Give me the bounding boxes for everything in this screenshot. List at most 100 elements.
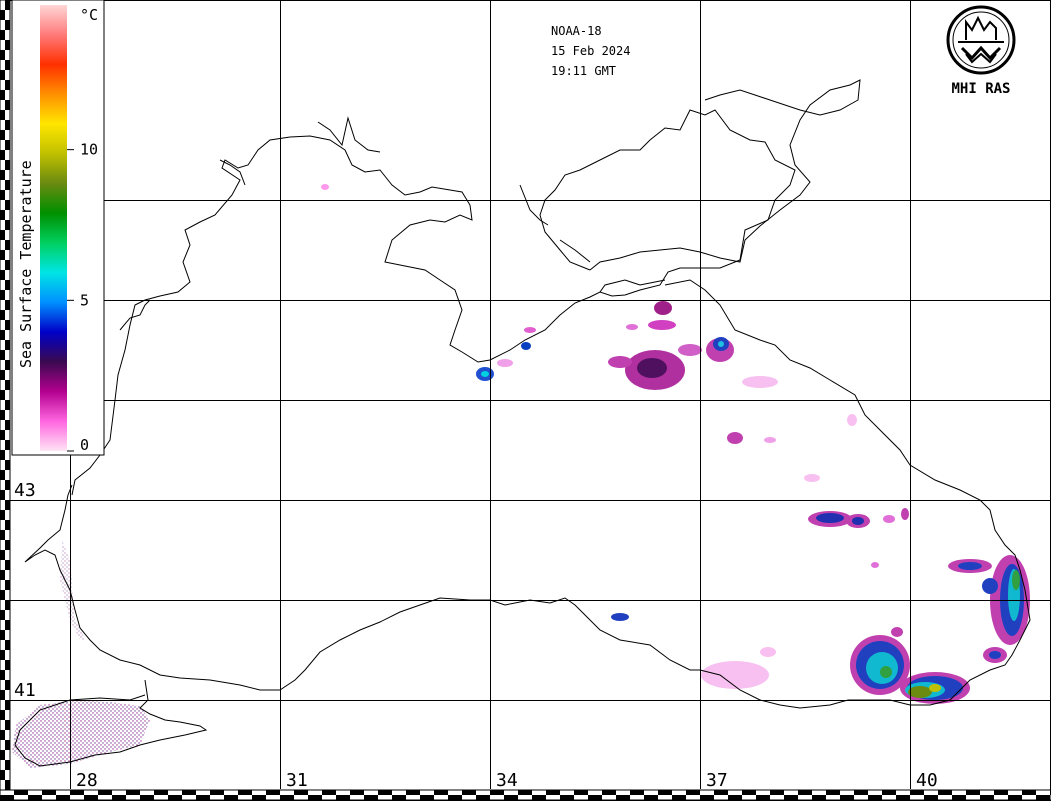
longitude-labels: 28 31 34 37 40 [76, 770, 938, 791]
scale-segment [5, 520, 10, 530]
latitude-label: 43 [14, 480, 36, 501]
scale-segment [0, 750, 5, 760]
scale-segment [560, 795, 574, 800]
scale-segment [0, 490, 5, 500]
scale-segment [0, 450, 5, 460]
scale-segment [196, 795, 210, 800]
scale-segment [504, 795, 518, 800]
scale-segment [322, 790, 336, 795]
scale-segment [98, 790, 112, 795]
scale-segment [5, 120, 10, 130]
scale-segment [154, 790, 168, 795]
scale-segment [5, 600, 10, 610]
scale-segment [672, 795, 686, 800]
scale-segment [0, 390, 5, 400]
scale-segment [910, 790, 924, 795]
satellite-name: NOAA-18 [551, 24, 602, 38]
scale-segment [168, 795, 182, 800]
scale-segment [0, 290, 5, 300]
legend-tick-label: 5 [80, 291, 89, 309]
scale-segment [0, 410, 5, 420]
scale-segment [5, 180, 10, 190]
scale-segment [14, 790, 28, 795]
longitude-label: 28 [76, 770, 98, 791]
scale-segment [210, 790, 224, 795]
scale-segment [896, 795, 910, 800]
scale-segment [420, 795, 434, 800]
scale-segment [5, 400, 10, 410]
scale-segment [224, 795, 238, 800]
scale-segment [5, 700, 10, 710]
scale-segment [5, 320, 10, 330]
scale-segment [1022, 790, 1036, 795]
scale-segment [0, 630, 5, 640]
scale-segment [0, 370, 5, 380]
latitude-label: 41 [14, 680, 36, 701]
scale-segment [882, 790, 896, 795]
scale-segment [336, 795, 350, 800]
scale-segment [0, 570, 5, 580]
scale-segment [350, 790, 364, 795]
scale-segment [5, 260, 10, 270]
scale-segment [532, 795, 546, 800]
scale-segment [5, 760, 10, 770]
scale-segment [476, 795, 490, 800]
scale-segment [5, 20, 10, 30]
scale-segment [378, 790, 392, 795]
scale-segment [5, 740, 10, 750]
scale-segment [280, 795, 294, 800]
longitude-label: 37 [706, 770, 728, 791]
legend-title: Sea Surface Temperature [17, 160, 35, 368]
scale-segment [5, 40, 10, 50]
scale-segment [126, 790, 140, 795]
legend-colorbar [40, 5, 67, 451]
coastline [14, 79, 1031, 767]
legend-unit: °C [80, 6, 98, 24]
scale-segment [5, 280, 10, 290]
scale-segment [518, 790, 532, 795]
scale-segment [0, 190, 5, 200]
sst-legend: Sea Surface Temperature °C 0 5 10 [11, 0, 105, 456]
scale-segment [5, 460, 10, 470]
scale-segment [0, 770, 5, 780]
scale-segment [5, 380, 10, 390]
scale-segment [588, 795, 602, 800]
scale-segment [0, 690, 5, 700]
scale-segment [5, 720, 10, 730]
scale-segment [392, 795, 406, 800]
scale-segment [0, 210, 5, 220]
scale-segment [980, 795, 994, 800]
scale-segment [5, 560, 10, 570]
longitude-label: 34 [496, 770, 518, 791]
scale-segment [5, 60, 10, 70]
legend-tick-label: 10 [80, 141, 98, 159]
scale-segment [0, 350, 5, 360]
scale-segment [938, 790, 952, 795]
scale-segment [0, 170, 5, 180]
scale-segment [756, 795, 770, 800]
scale-segment [742, 790, 756, 795]
logo-text: MHI RAS [951, 81, 1010, 97]
scale-segment [0, 530, 5, 540]
scale-segment [364, 795, 378, 800]
scale-segment [854, 790, 868, 795]
legend-tick-label: 0 [80, 436, 89, 454]
scale-segment [0, 470, 5, 480]
scale-segment [0, 10, 5, 20]
scale-segment [5, 660, 10, 670]
scale-segment [0, 670, 5, 680]
scale-segment [5, 640, 10, 650]
land-dotted-west [60, 540, 86, 640]
scale-segment [798, 790, 812, 795]
scale-segment [5, 200, 10, 210]
scale-segment [5, 680, 10, 690]
scale-segment [0, 730, 5, 740]
scale-segment [112, 795, 126, 800]
scale-segment [5, 500, 10, 510]
scale-segment [462, 790, 476, 795]
scale-segment [70, 790, 84, 795]
scale-segment [868, 795, 882, 800]
scale-segment [42, 790, 56, 795]
scale-segment [448, 795, 462, 800]
